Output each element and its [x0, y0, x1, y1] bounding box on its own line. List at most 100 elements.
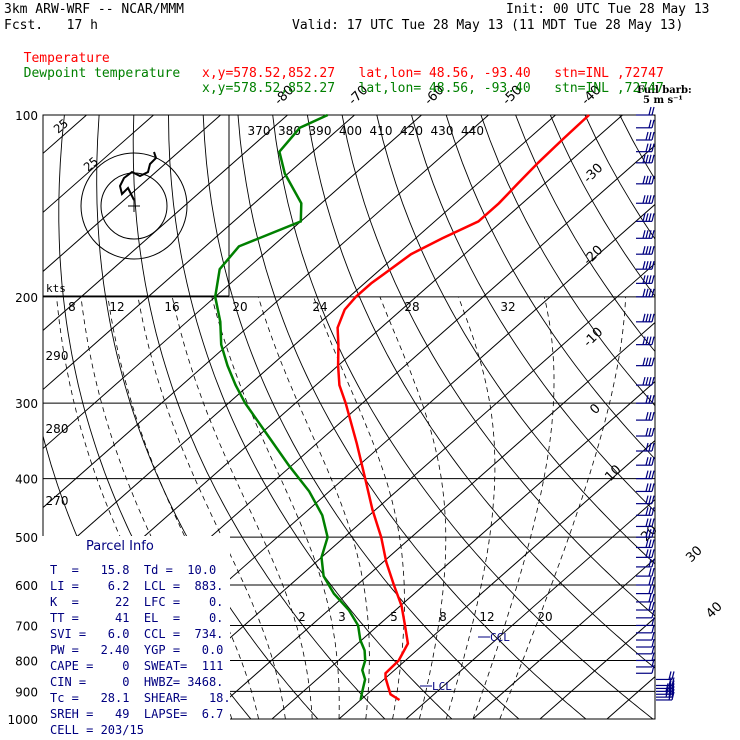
- pressure-tick-label: 300: [15, 397, 38, 411]
- isotherm-line: [43, 115, 490, 509]
- parcel-info-panel: Parcel Info T = 15.8 Td = 10.0 LI = 6.2 …: [38, 536, 231, 737]
- barb-legend-line1: Full barb:: [637, 85, 692, 96]
- wind-barb: [636, 585, 655, 595]
- dry-adiabat-line: [724, 115, 740, 732]
- theta-label: 420: [400, 124, 423, 138]
- moist-adiabat-line: [313, 296, 405, 719]
- mixing-ratio-label-lower: 5: [390, 610, 398, 624]
- mixing-ratio-label: 28: [404, 300, 419, 314]
- dry-adiabat-line: [132, 115, 386, 719]
- isotherm-line: [43, 115, 155, 214]
- wind-barb: [636, 246, 655, 255]
- hodograph-units-label: kts: [46, 282, 66, 295]
- wind-barb: [636, 411, 655, 421]
- hodograph-ring-outer: [80, 152, 188, 260]
- isotherm-line: [43, 115, 423, 450]
- dewpoint-legend-info: x,y=578.52,852.27 lat,lon= 48.56, -93.40…: [202, 81, 664, 96]
- mixing-ratio-label: 20: [232, 300, 247, 314]
- pressure-tick-label: 100: [15, 109, 38, 123]
- wind-barb: [636, 558, 655, 568]
- dry-adiabat-line: [341, 115, 655, 617]
- moist-adiabat-line: [499, 296, 626, 719]
- wind-barb: [636, 131, 655, 141]
- theta-label: 440: [461, 124, 484, 138]
- wind-barb: [636, 665, 655, 674]
- mixing-ratio-label: 16: [164, 300, 179, 314]
- parcel-info-row: PW = 2.40 YGP = 0.0: [50, 643, 224, 657]
- wind-barb: [636, 518, 655, 528]
- parcel-info-row: Tc = 28.1 SHEAR= 18.: [50, 691, 231, 705]
- mixing-ratio-label-lower: 3: [338, 610, 346, 624]
- parcel-info-row: TT = 41 EL = 0.: [50, 611, 224, 625]
- theta-label-lower: 290: [46, 349, 69, 363]
- isotherm-line: [472, 557, 655, 719]
- parcel-info-row: CAPE = 0 SWEAT= 111: [50, 659, 224, 673]
- pressure-tick-label: 800: [15, 654, 38, 668]
- moist-adiabat-line: [107, 296, 259, 719]
- pressure-tick-label: 200: [15, 291, 38, 305]
- pressure-tick-label: 900: [15, 685, 38, 699]
- parcel-info-row: SREH = 49 LAPSE= 6.7: [50, 707, 224, 721]
- isotherm-line: [137, 262, 655, 719]
- parcel-info-title: Parcel Info: [86, 539, 154, 554]
- wind-barb: [636, 336, 655, 346]
- wind-barb: [636, 470, 655, 480]
- wind-barb: [636, 507, 655, 516]
- wind-barb: [636, 106, 655, 116]
- dry-adiabat-line: [202, 115, 520, 719]
- isotherm-line: [271, 380, 655, 719]
- model-title: 3km ARW-WRF -- NCAR/MMM: [4, 2, 185, 17]
- isotherm-line: [405, 498, 655, 719]
- dry-adiabat-line: [237, 115, 587, 719]
- wind-barb: [636, 658, 655, 668]
- wind-barb: [636, 638, 655, 648]
- annotations: CCL LCL: [420, 631, 510, 693]
- wind-barb: [636, 593, 655, 603]
- wind-barb: [636, 539, 655, 549]
- hodograph: 25 25 kts: [43, 115, 230, 297]
- isotherm-line: [43, 115, 222, 273]
- isotherm-label: 40: [703, 599, 725, 621]
- dry-adiabat-line: [272, 115, 654, 719]
- dry-adiabat-line: [306, 115, 655, 669]
- wind-barb: [636, 567, 655, 577]
- temperature-legend: Temperature x,y=578.52,852.27 lat,lon= 4…: [8, 36, 664, 81]
- wind-barb: [636, 143, 655, 153]
- wind-barb: [636, 631, 655, 641]
- dry-adiabat-line: [654, 115, 655, 118]
- wind-barb: [636, 624, 655, 634]
- barb-legend-line2: 5 m s⁻¹: [643, 95, 683, 106]
- dry-adiabat-line: [445, 115, 655, 460]
- wind-barb: [636, 195, 655, 204]
- forecast-hour: Fcst. 17 h: [4, 18, 98, 33]
- wind-barb: [636, 457, 655, 466]
- mixing-ratio-label-lower: 8: [439, 610, 447, 624]
- theta-label: 400: [339, 124, 362, 138]
- mixing-ratio-label-lower: 12: [479, 610, 494, 624]
- wind-barb: [636, 601, 655, 611]
- wind-barb: [636, 376, 655, 386]
- valid-time: Valid: 17 UTC Tue 28 May 13 (11 MDT Tue …: [292, 18, 684, 33]
- wind-barb: [636, 652, 655, 662]
- parcel-info-row: LI = 6.2 LCL = 883.: [50, 579, 224, 593]
- dry-adiabat-line: [411, 115, 655, 513]
- wind-barb: [656, 683, 675, 692]
- parcel-info-row: SVI = 6.0 CCL = 734.: [50, 627, 224, 641]
- moist-adiabat-line: [137, 296, 286, 719]
- dry-adiabat-line: [689, 115, 740, 732]
- theta-label-lower: 270: [46, 494, 69, 508]
- wind-barb: [636, 313, 655, 323]
- moist-adiabat-line: [257, 296, 370, 719]
- wind-barb: [636, 275, 655, 284]
- dewpoint-profile: [213, 113, 367, 701]
- theta-label: 390: [309, 124, 332, 138]
- wind-barb: [636, 442, 655, 452]
- wind-barb: [656, 686, 675, 695]
- mixing-ratio-label-lower: 2: [298, 610, 306, 624]
- wind-barb: [636, 154, 655, 164]
- pressure-tick-label: 1000: [7, 713, 38, 727]
- dewpoint-legend-label: Dewpoint temperature: [23, 66, 181, 81]
- pressure-tick-label: 500: [15, 531, 38, 545]
- pressure-tick-label: 600: [15, 579, 38, 593]
- mixing-ratio-label: 12: [109, 300, 124, 314]
